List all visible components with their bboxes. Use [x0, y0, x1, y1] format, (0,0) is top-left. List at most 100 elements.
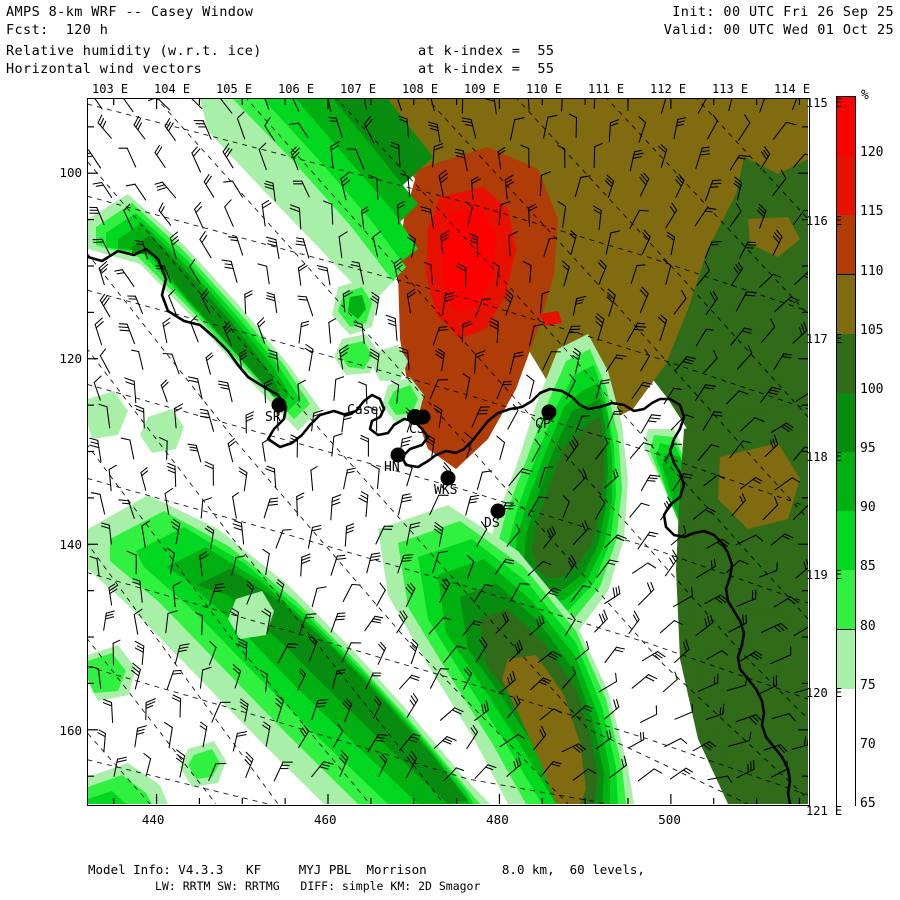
wind-barb-flag [638, 209, 649, 212]
wind-barb-flag [341, 179, 351, 187]
wind-barb-flag [721, 538, 730, 545]
wind-barb [201, 615, 203, 636]
station-label: CP [535, 417, 551, 432]
wind-barb-flag [371, 552, 381, 555]
wind-barb-flag [780, 169, 787, 180]
wind-barb-flag [402, 493, 411, 496]
wind-barb-flag [257, 263, 268, 267]
wind-barb-flag [455, 148, 464, 152]
wind-barb-flag [595, 321, 603, 328]
wind-barb-flag [358, 497, 368, 504]
wind-barb-flag [769, 439, 774, 450]
wind-barb-flag [88, 155, 94, 158]
wind-barb-flag [335, 376, 345, 380]
wind-barb-flag [179, 643, 190, 647]
wind-barb-flag [394, 261, 403, 268]
wind-barb-flag [569, 233, 576, 240]
wind-barb-flag [748, 731, 752, 742]
wind-barb [726, 684, 747, 692]
station-marker[interactable] [271, 397, 287, 413]
station-marker[interactable] [390, 447, 406, 463]
wind-barb-flag [599, 382, 610, 385]
wind-barb-flag [763, 149, 769, 158]
wind-barb-flag [633, 152, 644, 156]
wind-barb-flag [746, 291, 757, 294]
wind-barb-flag [297, 295, 307, 298]
wind-barb [629, 502, 642, 518]
wind-barb-flag [708, 741, 717, 748]
wind-barb-flag [660, 314, 668, 321]
map-plot-area: SR Casey CS CP HN WKS DS [87, 98, 810, 806]
wind-barb-flag [443, 298, 454, 303]
wind-barb-flag [544, 466, 553, 469]
wind-barb-flag [599, 259, 607, 267]
wind-barb-flag [646, 582, 652, 593]
wind-barb [695, 328, 707, 347]
wind-barb [331, 203, 334, 225]
wind-barb-flag [136, 645, 145, 650]
wind-barb-flag [276, 694, 285, 702]
wind-barb-flag [647, 420, 657, 423]
wind-barb-flag [438, 550, 449, 554]
wind-barb-flag [633, 328, 644, 331]
wind-barb-flag [437, 329, 449, 331]
wind-barb-flag [296, 496, 304, 501]
wind-barb-flag [707, 615, 711, 626]
wind-barb-flag [491, 261, 500, 267]
wind-barb-flag [244, 759, 252, 766]
wind-barb-flag [116, 756, 127, 760]
wind-barb-flag [331, 501, 341, 506]
wind-barb-flag [224, 147, 230, 156]
wind-barb-flag [398, 347, 409, 352]
wind-barb-flag [777, 744, 785, 753]
wind-barb [771, 768, 788, 778]
wind-barb-flag [257, 317, 265, 325]
wind-barb-flag [109, 588, 118, 595]
station-marker[interactable] [490, 503, 506, 519]
wind-barb-flag [799, 327, 803, 336]
wind-barb-flag [262, 548, 270, 555]
wind-barb-flag [410, 736, 420, 740]
wind-barb [363, 99, 367, 110]
wind-barb-flag [233, 527, 243, 531]
wind-barb-flag [401, 436, 413, 440]
wind-barb [376, 468, 380, 490]
wind-barb [461, 99, 464, 114]
wind-barb [595, 442, 609, 460]
wind-barb-flag [170, 521, 180, 528]
wind-barb-flag [199, 551, 208, 557]
wind-barb-flag [704, 509, 714, 515]
wind-barb-flag [90, 492, 101, 495]
wind-barb-flag [780, 744, 788, 752]
wind-barb-flag [673, 387, 682, 391]
station-marker[interactable] [440, 470, 456, 486]
station-marker[interactable] [407, 409, 423, 425]
colorbar-tick: 120 [860, 145, 884, 161]
wind-barb-flag [572, 435, 579, 445]
longitude-label: 111 E [588, 82, 625, 96]
wind-barb-flag [594, 316, 604, 324]
wind-barb-flag [298, 265, 308, 272]
wind-barb-flag [784, 533, 794, 539]
wind-barb-flag [613, 699, 617, 710]
wind-barb-flag [462, 323, 473, 328]
wind-barb-flag [803, 209, 808, 212]
wind-barb-flag [167, 466, 176, 471]
wind-barb-flag [514, 117, 525, 121]
wind-barb-flag [643, 172, 650, 180]
station-marker[interactable] [541, 404, 557, 420]
wind-barb-flag [221, 259, 232, 262]
wind-barb-flag [481, 636, 488, 646]
field-label-humidity: Relative humidity (w.r.t. ice) [6, 43, 262, 59]
wind-barb-flag [187, 443, 197, 446]
wind-barb-flag [99, 263, 109, 272]
wind-barb-flag [443, 616, 452, 621]
wind-barb [311, 587, 318, 608]
wind-barb [429, 379, 439, 400]
wind-barb-flag [300, 323, 309, 328]
wind-barb-flag [137, 725, 147, 729]
wind-barb-flag [426, 440, 435, 446]
longitude-label-right: 115 E [806, 96, 843, 110]
wind-barb-flag [232, 523, 243, 528]
wind-barb-flag [203, 174, 210, 183]
